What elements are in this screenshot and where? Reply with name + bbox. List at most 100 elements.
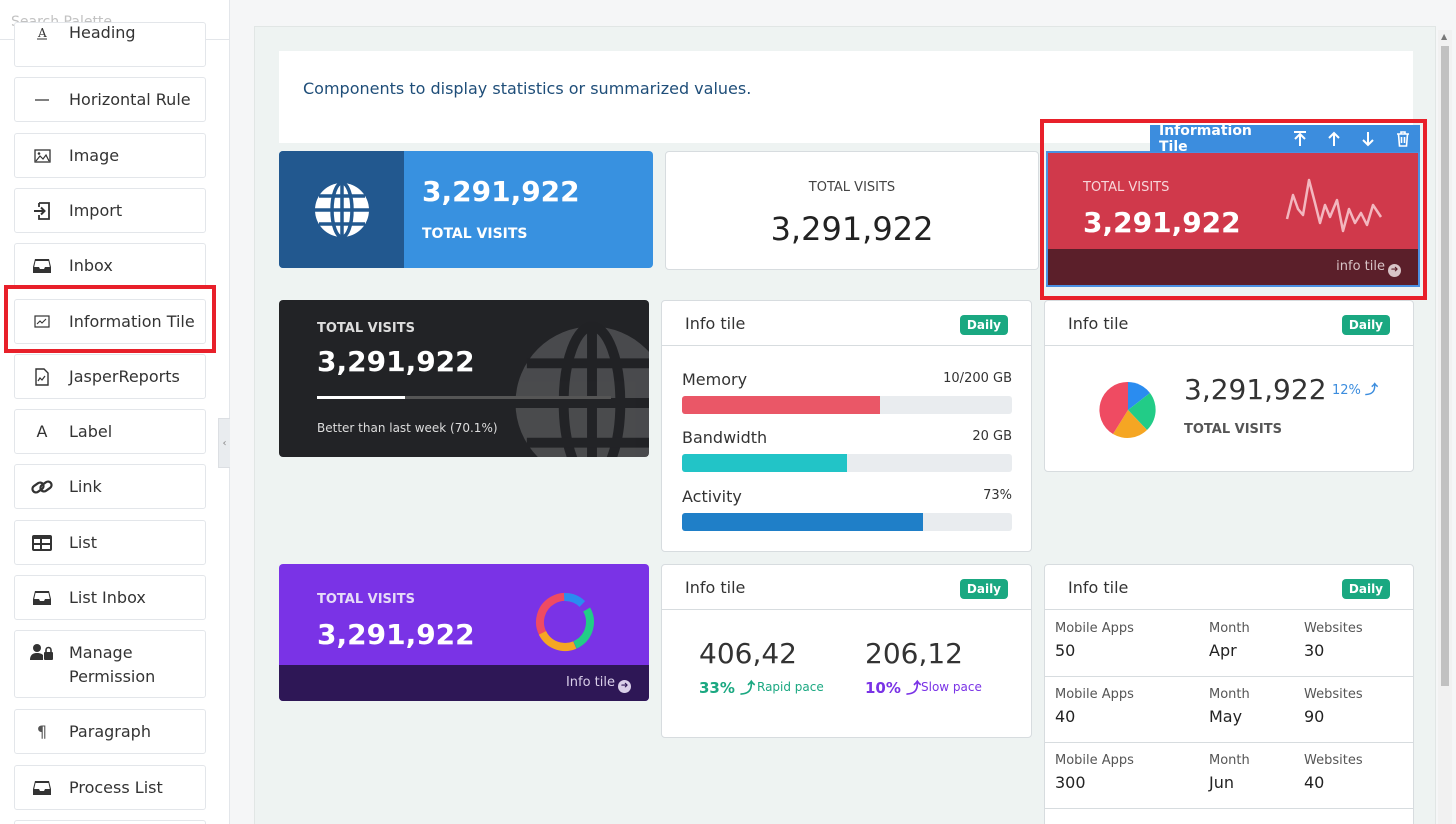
tile-header: Info tile Daily — [662, 565, 1031, 610]
column-caption: Month — [1209, 687, 1250, 702]
description-panel: Components to display statistics or summ… — [279, 51, 1413, 143]
arrow-up-icon — [1328, 131, 1340, 146]
tile-label: TOTAL VISITS — [317, 592, 415, 607]
palette-item-horizontal-rule[interactable]: Horizontal Rule — [14, 77, 206, 122]
palette-item-import[interactable]: Import — [14, 188, 206, 233]
stat-percent: 10% ⤴ — [865, 679, 922, 697]
tile-title: Info tile — [1068, 578, 1129, 597]
info-tile-blue[interactable]: 3,291,922 TOTAL VISITS — [279, 151, 653, 268]
move-to-top-button[interactable] — [1283, 125, 1317, 152]
status-badge: Daily — [959, 579, 1008, 599]
palette-item-label-component[interactable]: A Label — [14, 409, 206, 454]
cell-value: 40 — [1304, 773, 1325, 792]
arrow-down-icon — [1362, 131, 1375, 146]
inbox-icon — [15, 590, 69, 606]
table-row: Mobile Apps 300 Month Jun Websites 40 — [1045, 743, 1413, 809]
progress-value: 10/200 GB — [943, 371, 1012, 386]
column-caption: Websites — [1304, 753, 1363, 768]
palette-item-label: Paragraph — [69, 721, 151, 741]
arrow-right-icon: ➜ — [1388, 264, 1401, 277]
palette-item-information-tile[interactable]: Information Tile — [14, 299, 206, 344]
status-badge: Daily — [959, 315, 1008, 335]
info-tile-stats[interactable]: Info tile Daily 406,42 33% ⤴ Rapid pace … — [661, 564, 1032, 738]
palette-item-jasperreports[interactable]: JasperReports — [14, 354, 206, 399]
info-tile-pie[interactable]: Info tile Daily 3,291,922 TOTAL VISITS 1… — [1044, 300, 1414, 472]
palette-item-label: Information Tile — [69, 311, 195, 331]
user-lock-icon — [15, 641, 69, 661]
donut-chart-icon — [536, 593, 594, 651]
progress-fill — [682, 396, 880, 414]
stat-pace: Slow pace — [921, 680, 982, 694]
palette-item-process-list[interactable]: Process List — [14, 765, 206, 810]
palette-item-label: Link — [69, 476, 102, 496]
tile-title: Info tile — [1068, 314, 1129, 333]
stat-value: 406,42 — [699, 637, 797, 670]
vertical-scrollbar[interactable]: ▲ — [1438, 30, 1452, 824]
column-caption: Mobile Apps — [1055, 753, 1134, 768]
tile-value: 3,291,922 — [770, 210, 934, 248]
component-toolbar: Information Tile — [1150, 123, 1420, 155]
tile-header: Info tile Daily — [662, 301, 1031, 346]
footer-link-text: Info tile — [565, 675, 615, 690]
progress-fill — [682, 513, 923, 531]
palette-item-next[interactable] — [14, 820, 206, 824]
palette-item-list[interactable]: List — [14, 520, 206, 565]
description-text: Components to display statistics or summ… — [303, 79, 752, 98]
palette-item-label: Process List — [69, 777, 163, 797]
component-palette: A Heading Horizontal Rule Image Import I… — [0, 0, 230, 824]
move-down-button[interactable] — [1351, 125, 1385, 152]
progress-track — [317, 396, 611, 399]
cell-value: 40 — [1055, 707, 1076, 726]
palette-item-label: Manage Permission — [69, 643, 156, 686]
design-canvas: Components to display statistics or summ… — [230, 0, 1456, 824]
info-tile-dark[interactable]: TOTAL VISITS 3,291,922 Better than last … — [279, 300, 649, 457]
progress-fill — [317, 396, 406, 399]
status-badge: Daily — [1341, 579, 1390, 599]
tile-footer[interactable]: Info tile ➜ — [279, 665, 649, 701]
chart-icon — [15, 315, 69, 328]
palette-item-label: List — [69, 532, 97, 552]
pie-chart-icon — [1099, 381, 1156, 438]
progress-value: 73% — [983, 488, 1012, 503]
inbox-icon — [15, 258, 69, 274]
label-icon: A — [36, 422, 48, 441]
palette-item-image[interactable]: Image — [14, 133, 206, 178]
palette-item-paragraph[interactable]: ¶ Paragraph — [14, 709, 206, 754]
progress-label: Activity — [682, 487, 742, 506]
info-tile-white[interactable]: TOTAL VISITS 3,291,922 — [665, 151, 1039, 270]
tile-footer[interactable]: info tile ➜ — [1047, 249, 1419, 285]
palette-item-label: Import — [69, 200, 123, 220]
palette-item-list-inbox[interactable]: List Inbox — [14, 575, 206, 620]
tile-title: Info tile — [685, 314, 746, 333]
sparkline-icon — [1285, 178, 1383, 233]
collapse-palette-button[interactable]: ‹ — [218, 418, 230, 468]
palette-item-heading[interactable]: A Heading — [14, 22, 206, 67]
info-tile-purple[interactable]: TOTAL VISITS 3,291,922 Info tile ➜ — [279, 564, 649, 701]
table-row: Mobile Apps 40 Month May Websites 90 — [1045, 677, 1413, 743]
arrow-top-icon — [1293, 130, 1306, 146]
palette-item-label: Label — [69, 421, 113, 441]
column-caption: Websites — [1304, 621, 1363, 636]
progress-label: Memory — [682, 370, 748, 389]
cell-value: 300 — [1055, 773, 1086, 792]
delete-button[interactable] — [1386, 125, 1420, 152]
info-tile-red-selected[interactable]: TOTAL VISITS 3,291,922 info tile ➜ — [1047, 151, 1419, 285]
palette-item-inbox[interactable]: Inbox — [14, 243, 206, 288]
move-up-button[interactable] — [1317, 125, 1351, 152]
palette-item-link[interactable]: Link — [14, 464, 206, 509]
tile-value: 3,291,922 — [317, 345, 475, 378]
info-tile-progress[interactable]: Info tile Daily Memory 10/200 GB Bandwid… — [661, 300, 1032, 552]
palette-item-label: List Inbox — [69, 587, 146, 607]
tile-value: 3,291,922 — [317, 618, 475, 651]
info-tile-table[interactable]: Info tile Daily Mobile Apps 50 Month Apr W… — [1044, 564, 1414, 824]
trash-icon — [1396, 130, 1409, 147]
highlight-box — [4, 285, 216, 353]
palette-item-manage-permission[interactable]: Manage Permission — [14, 630, 206, 698]
progress-value: 20 GB — [972, 429, 1012, 444]
tile-label: TOTAL VISITS — [808, 180, 896, 195]
column-caption: Mobile Apps — [1055, 687, 1134, 702]
scroll-up-icon[interactable]: ▲ — [1441, 32, 1448, 41]
palette-item-label: Heading — [69, 22, 136, 42]
paragraph-icon: ¶ — [36, 722, 48, 741]
scrollbar-thumb[interactable] — [1441, 46, 1449, 686]
